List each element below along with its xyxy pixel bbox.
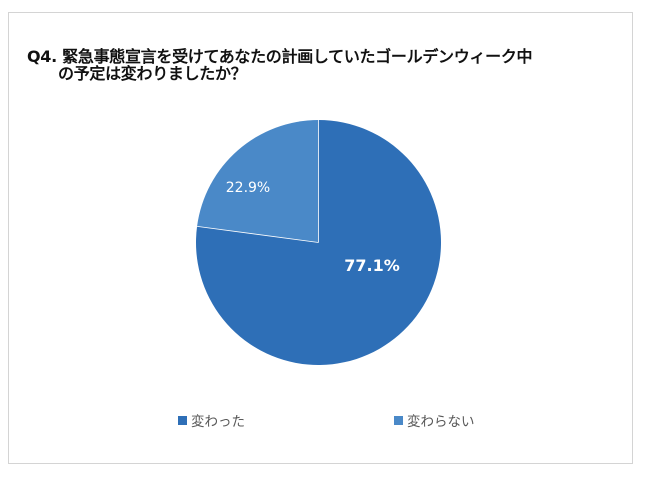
legend-item-unchanged: 変わらない <box>394 410 475 430</box>
legend-item-changed: 変わった <box>178 410 245 430</box>
data-label-changed: 77.1% <box>344 256 400 275</box>
slice-separator <box>197 225 319 243</box>
legend-label-changed: 変わった <box>191 414 245 430</box>
pie-slice-unchanged <box>197 119 319 243</box>
chart-title-line1: Q4. 緊急事態宣言を受けてあなたの計画していたゴールデンウィーク中 <box>27 47 533 66</box>
chart-legend: 変わった 変わらない <box>0 410 650 430</box>
legend-swatch-unchanged <box>394 415 403 425</box>
chart-title: Q4. 緊急事態宣言を受けてあなたの計画していたゴールデンウィーク中 の予定は変… <box>27 47 533 83</box>
legend-swatch-changed <box>178 415 187 425</box>
data-label-unchanged: 22.9% <box>226 180 270 196</box>
legend-label-unchanged: 変わらない <box>407 414 475 430</box>
chart-title-line2: の予定は変わりましたか？ <box>58 64 247 83</box>
